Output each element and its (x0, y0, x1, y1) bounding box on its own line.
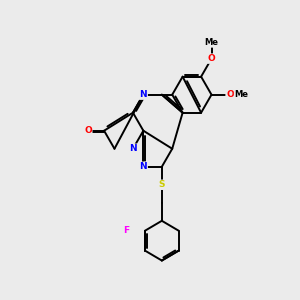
Text: O: O (226, 90, 234, 99)
Text: S: S (159, 180, 165, 189)
Text: N: N (140, 90, 147, 99)
Text: F: F (123, 226, 130, 235)
Text: N: N (140, 162, 147, 171)
Text: N: N (129, 144, 137, 153)
Text: Me: Me (235, 90, 248, 99)
Text: Me: Me (205, 38, 218, 47)
Text: O: O (208, 54, 215, 63)
Text: O: O (84, 126, 92, 135)
